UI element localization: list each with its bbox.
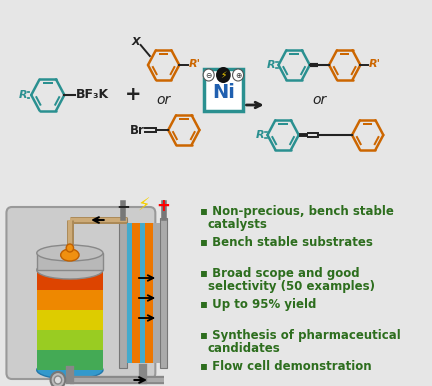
Polygon shape	[37, 253, 103, 270]
FancyBboxPatch shape	[145, 223, 152, 363]
Text: −: −	[116, 197, 130, 215]
Text: ⚡: ⚡	[220, 71, 226, 80]
Text: R': R'	[188, 59, 200, 69]
Text: ⊖: ⊖	[206, 71, 212, 80]
Text: R': R'	[368, 59, 381, 69]
Circle shape	[51, 372, 65, 386]
Text: Ni: Ni	[212, 83, 235, 103]
Circle shape	[232, 69, 244, 81]
FancyBboxPatch shape	[6, 207, 156, 379]
Text: catalysts: catalysts	[208, 218, 267, 231]
Text: ⚡: ⚡	[137, 197, 150, 215]
Ellipse shape	[37, 361, 103, 379]
FancyBboxPatch shape	[132, 223, 140, 363]
Polygon shape	[37, 330, 103, 350]
FancyBboxPatch shape	[204, 69, 243, 111]
Text: ▪ Broad scope and good: ▪ Broad scope and good	[200, 267, 360, 280]
Text: ⊕: ⊕	[235, 71, 241, 80]
Text: ▪ Non-precious, bench stable: ▪ Non-precious, bench stable	[200, 205, 394, 218]
Text: ▪ Flow cell demonstration: ▪ Flow cell demonstration	[200, 360, 372, 373]
Text: ▪ Up to 95% yield: ▪ Up to 95% yield	[200, 298, 317, 311]
Polygon shape	[37, 350, 103, 370]
FancyBboxPatch shape	[152, 223, 160, 363]
Polygon shape	[37, 310, 103, 330]
Circle shape	[203, 69, 214, 81]
Text: +: +	[125, 86, 142, 105]
Text: candidates: candidates	[208, 342, 280, 355]
Text: ▪ Synthesis of pharmaceutical: ▪ Synthesis of pharmaceutical	[200, 329, 401, 342]
Text: R: R	[256, 130, 265, 140]
Text: R: R	[19, 90, 28, 100]
Text: or: or	[313, 93, 327, 107]
FancyBboxPatch shape	[120, 218, 127, 368]
FancyBboxPatch shape	[140, 223, 145, 363]
Polygon shape	[37, 270, 103, 290]
Text: selectivity (50 examples): selectivity (50 examples)	[208, 280, 375, 293]
Circle shape	[216, 67, 231, 83]
Ellipse shape	[37, 245, 103, 261]
Circle shape	[66, 244, 73, 252]
Text: R: R	[267, 60, 276, 70]
FancyBboxPatch shape	[160, 218, 167, 368]
Text: or: or	[156, 93, 171, 107]
Text: ▪ Bench stable substrates: ▪ Bench stable substrates	[200, 236, 373, 249]
Ellipse shape	[37, 261, 103, 279]
Text: X: X	[131, 37, 140, 47]
Polygon shape	[37, 290, 103, 310]
FancyBboxPatch shape	[127, 223, 132, 363]
Text: Br: Br	[130, 124, 144, 137]
Ellipse shape	[60, 249, 79, 261]
Text: BF₃K: BF₃K	[76, 88, 109, 102]
Circle shape	[54, 376, 62, 384]
Text: +: +	[157, 197, 171, 215]
